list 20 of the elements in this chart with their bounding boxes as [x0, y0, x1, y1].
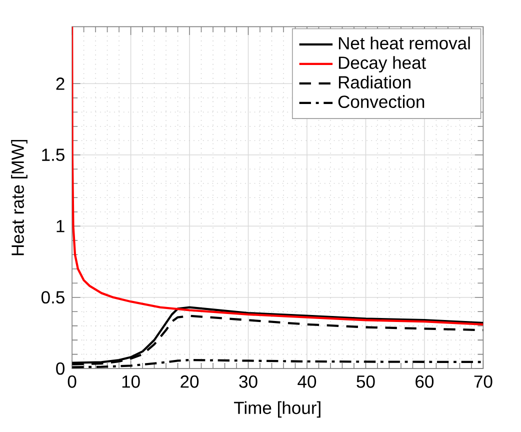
legend-label: Radiation [338, 75, 410, 88]
x-tick-label: 60 [416, 375, 434, 388]
x-tick-label: 70 [474, 375, 492, 388]
x-tick-label: 20 [180, 375, 199, 388]
x-axis-title: Time [hour] [234, 401, 320, 418]
y-tick-label: 1.5 [42, 148, 64, 161]
legend-label: Convection [338, 94, 424, 108]
y-tick-label: 1 [56, 220, 64, 232]
x-tick-label: 50 [356, 375, 375, 388]
legend-label: Decay heat [338, 56, 426, 72]
x-tick-label: 30 [239, 375, 258, 388]
legend-label: Net heat removal [338, 36, 470, 50]
x-tick-label: 40 [298, 375, 316, 388]
y-tick-label: 2 [56, 77, 64, 90]
x-tick-label: 0 [68, 375, 76, 388]
x-tick-label: 10 [122, 375, 140, 388]
y-axis-title: Heat rate [MW] [11, 140, 28, 255]
y-tick-label: 0.5 [41, 290, 64, 304]
line-series [72, 26, 484, 326]
y-tick-label: 0 [56, 362, 64, 375]
